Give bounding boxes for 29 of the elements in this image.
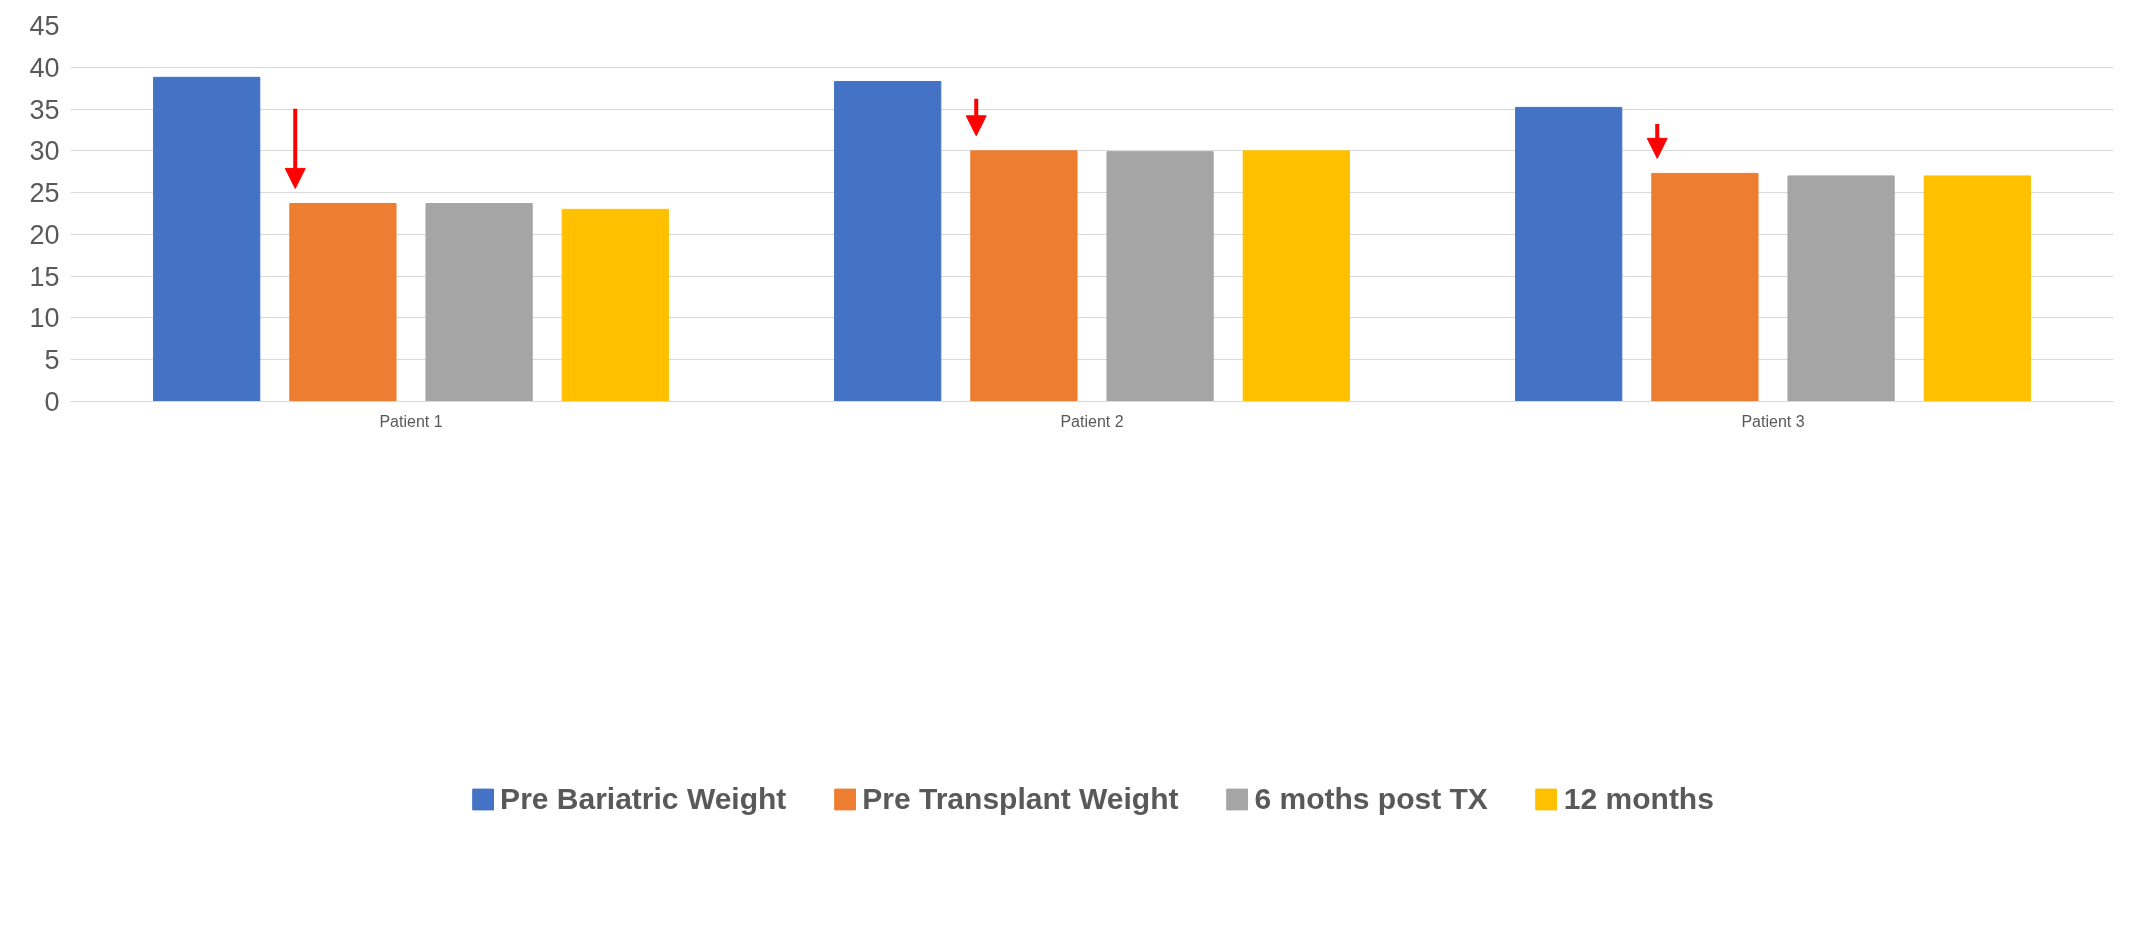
- x-tick-label: Patient 1: [379, 412, 443, 430]
- bar: [970, 150, 1078, 402]
- bar: [289, 202, 397, 402]
- y-tick-label: 10: [29, 303, 60, 334]
- bar: [1923, 175, 2031, 402]
- x-tick-label: Patient 3: [1741, 412, 1805, 430]
- bar: [153, 76, 261, 402]
- y-tick-label: 25: [29, 178, 60, 209]
- y-tick-label: 20: [29, 219, 60, 250]
- bar: [1515, 106, 1623, 402]
- y-tick-label: 15: [29, 261, 60, 292]
- bar: [1787, 175, 1895, 402]
- y-tick-label: 30: [29, 136, 60, 167]
- bar: [1651, 172, 1759, 402]
- bar: [561, 208, 669, 402]
- y-tick-label: 40: [29, 52, 60, 83]
- bar: [1106, 151, 1214, 402]
- y-tick-label: 0: [44, 387, 60, 417]
- y-tick-label: 45: [29, 11, 60, 41]
- bar: [425, 202, 533, 402]
- bar: [1242, 150, 1350, 402]
- x-tick-label: Patient 2: [1060, 412, 1124, 430]
- legend-label: Pre Bariatric Weight: [500, 781, 787, 816]
- y-tick-label: 35: [29, 94, 60, 125]
- legend-label: 6 moths post TX: [1254, 781, 1488, 816]
- bar: [834, 80, 942, 402]
- legend-label: 12 months: [1563, 781, 1714, 816]
- y-tick-label: 5: [44, 345, 60, 376]
- legend-label: Pre Transplant Weight: [862, 781, 1179, 816]
